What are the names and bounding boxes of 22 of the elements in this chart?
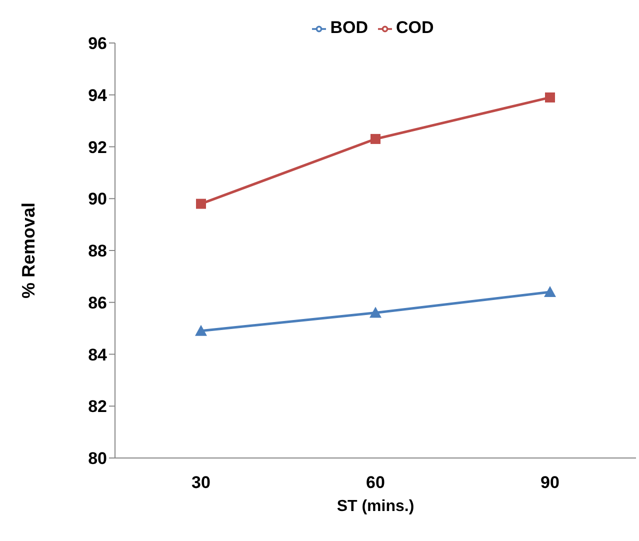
point bbox=[370, 134, 380, 144]
y-tick-label: 90 bbox=[88, 190, 107, 209]
y-tick-label: 96 bbox=[88, 34, 107, 54]
x-axis-title: ST (mins.) bbox=[336, 498, 414, 515]
point bbox=[370, 306, 382, 318]
x-tick-label: 60 bbox=[366, 473, 385, 492]
y-tick-label: 82 bbox=[88, 397, 107, 416]
point bbox=[545, 92, 555, 102]
x-tick-label: 90 bbox=[540, 473, 560, 492]
y-axis-title: % Removal bbox=[18, 202, 38, 299]
point bbox=[195, 324, 207, 336]
y-tick-label: 88 bbox=[88, 242, 107, 261]
point bbox=[544, 286, 556, 297]
y-tick-label: 84 bbox=[88, 345, 108, 364]
y-tick-label: 94 bbox=[88, 86, 108, 105]
y-tick-label: 80 bbox=[88, 449, 107, 468]
legend-label: BOD bbox=[330, 18, 368, 37]
legend-label: COD bbox=[396, 18, 434, 37]
x-tick-label: 30 bbox=[192, 473, 210, 492]
y-tick-label: 92 bbox=[88, 138, 107, 157]
point bbox=[196, 198, 206, 209]
y-tick-label: 86 bbox=[88, 293, 107, 312]
